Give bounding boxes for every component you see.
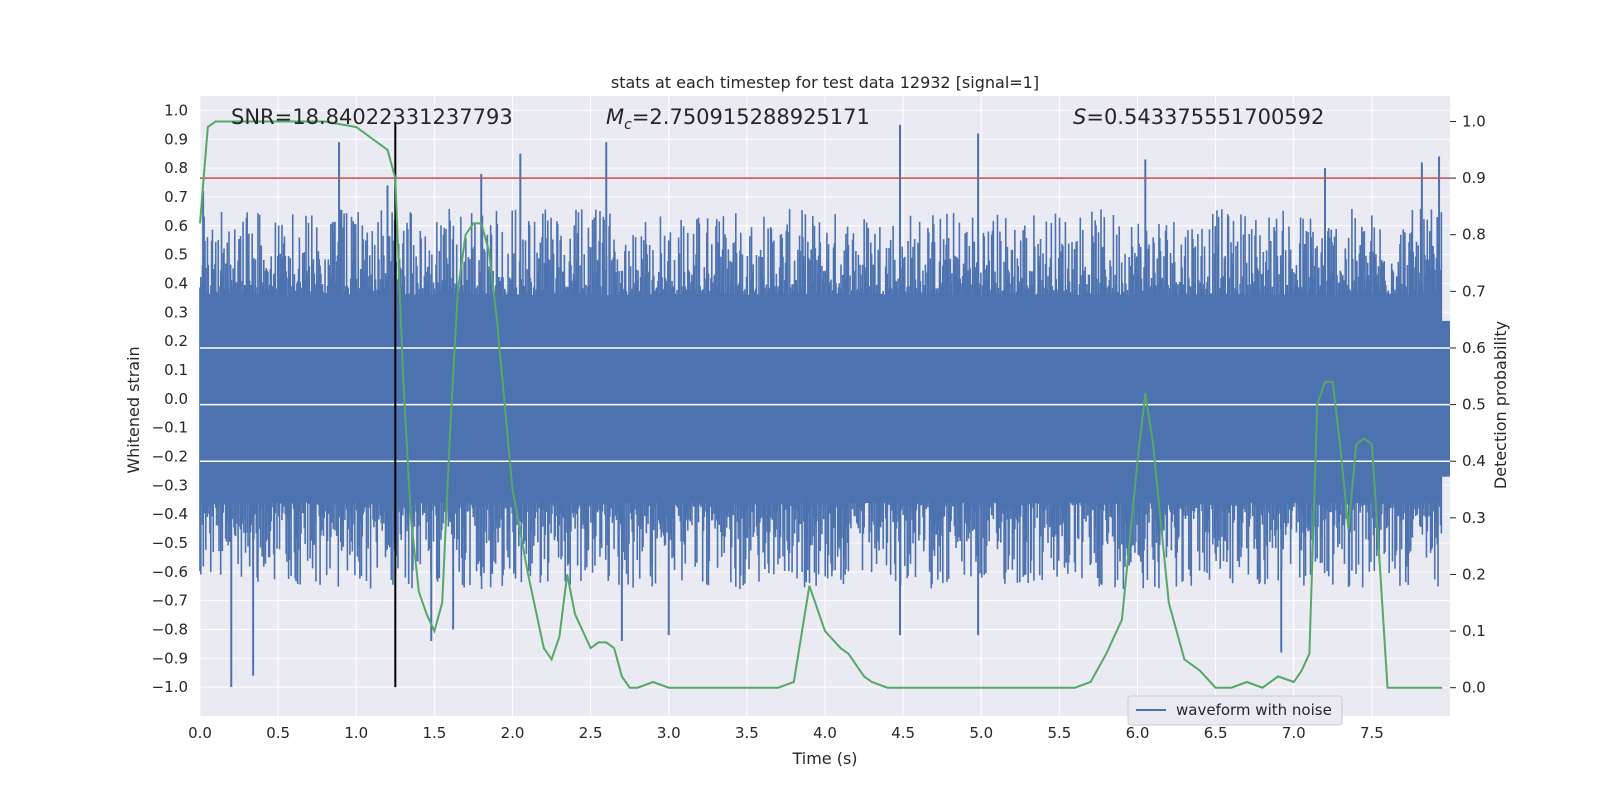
y2-tick-label: 0.4 — [1462, 452, 1486, 470]
y2-tick-label: 0.2 — [1462, 565, 1486, 583]
y2-tick-label: 0.5 — [1462, 396, 1486, 414]
series-detection-probability — [199, 120, 1443, 689]
s-annotation: S=0.543375551700592 — [1073, 105, 1324, 129]
x-tick-label: 1.5 — [422, 724, 446, 742]
x-axis-ticks: 0.0 0.5 1.0 1.5 2.0 2.5 3.0 3.5 4.0 4.5 5.0 5.5 6.0 6… — [188, 724, 1384, 742]
y-axis-ticks: 1.0 0.9 0.8 0.7 0.6 0.5 0.4 0.3 0.2 0.1 0.0 −0.1 −0.… — [152, 101, 188, 696]
x-tick-label: 6.5 — [1204, 724, 1228, 742]
y-tick-label: 0.2 — [164, 332, 188, 350]
y-tick-label: 0.6 — [164, 217, 188, 235]
y-tick-label: −0.9 — [152, 649, 188, 667]
y-tick-label: −0.7 — [152, 592, 188, 610]
x-tick-label: 7.0 — [1282, 724, 1306, 742]
y-tick-label: −0.1 — [152, 419, 188, 437]
s-symbol: S — [1073, 105, 1086, 129]
y-tick-label: 0.5 — [164, 246, 188, 264]
x-tick-label: 7.5 — [1360, 724, 1384, 742]
y-tick-label: −0.2 — [152, 447, 188, 465]
x-tick-label: 0.0 — [188, 724, 212, 742]
y-tick-label: −0.4 — [152, 505, 188, 523]
y2-tick-label: 0.6 — [1462, 339, 1486, 357]
y-tick-label: 0.0 — [164, 390, 188, 408]
series-waveform — [199, 124, 1450, 688]
y2-tick-label: 0.7 — [1462, 282, 1486, 300]
y2-axis-label: Detection probability — [1491, 321, 1510, 489]
x-tick-label: 3.0 — [657, 724, 681, 742]
x-tick-label: 4.5 — [891, 724, 915, 742]
chirp-mass-symbol: M — [606, 105, 624, 129]
s-value: =0.543375551700592 — [1086, 105, 1324, 129]
legend: waveform with noise — [1127, 695, 1343, 726]
x-tick-label: 1.0 — [344, 724, 368, 742]
waveform-core-band — [200, 320, 1450, 477]
x-tick-label: 3.5 — [735, 724, 759, 742]
y-tick-label: 0.9 — [164, 130, 188, 148]
x-tick-label: 2.5 — [579, 724, 603, 742]
snr-annotation: SNR=18.84022331237793 — [231, 105, 513, 129]
chart-title: stats at each timestep for test data 129… — [611, 73, 1039, 92]
y-tick-label: 0.1 — [164, 361, 188, 379]
x-tick-label: 4.0 — [813, 724, 837, 742]
y2-axis-ticks: 0.0 0.1 0.2 0.3 0.4 0.5 0.6 0.7 0.8 0.9 1.0 — [1450, 112, 1486, 697]
chirp-mass-subscript: c — [624, 117, 632, 133]
x-tick-label: 0.5 — [266, 724, 290, 742]
y2-tick-label: 0.9 — [1462, 169, 1486, 187]
y2-tick-label: 0.8 — [1462, 226, 1486, 244]
legend-box — [1127, 695, 1343, 726]
y2-tick-label: 0.3 — [1462, 509, 1486, 527]
y2-tick-label: 0.1 — [1462, 622, 1486, 640]
y-tick-label: 0.4 — [164, 274, 188, 292]
x-tick-label: 2.0 — [501, 724, 525, 742]
y-tick-label: 0.8 — [164, 159, 188, 177]
y-tick-label: −0.8 — [152, 620, 188, 638]
y-tick-label: −1.0 — [152, 678, 188, 696]
x-tick-label: 5.5 — [1047, 724, 1071, 742]
y-tick-label: −0.6 — [152, 563, 188, 581]
chirp-mass-annotation: Mc=2.750915288925171 — [606, 105, 870, 133]
x-axis-label: Time (s) — [791, 749, 857, 768]
chirp-mass-value: =2.750915288925171 — [632, 105, 870, 129]
y-tick-label: 1.0 — [164, 101, 188, 119]
x-tick-label: 5.0 — [969, 724, 993, 742]
y2-tick-label: 1.0 — [1462, 112, 1486, 130]
y-axis-label: Whitened strain — [124, 346, 143, 473]
y-tick-label: −0.5 — [152, 534, 188, 552]
y-tick-label: −0.3 — [152, 476, 188, 494]
legend-label-waveform: waveform with noise — [1176, 701, 1332, 719]
x-tick-label: 6.0 — [1126, 724, 1150, 742]
y-tick-label: 0.3 — [164, 303, 188, 321]
y-tick-label: 0.7 — [164, 188, 188, 206]
y2-tick-label: 0.0 — [1462, 679, 1486, 697]
